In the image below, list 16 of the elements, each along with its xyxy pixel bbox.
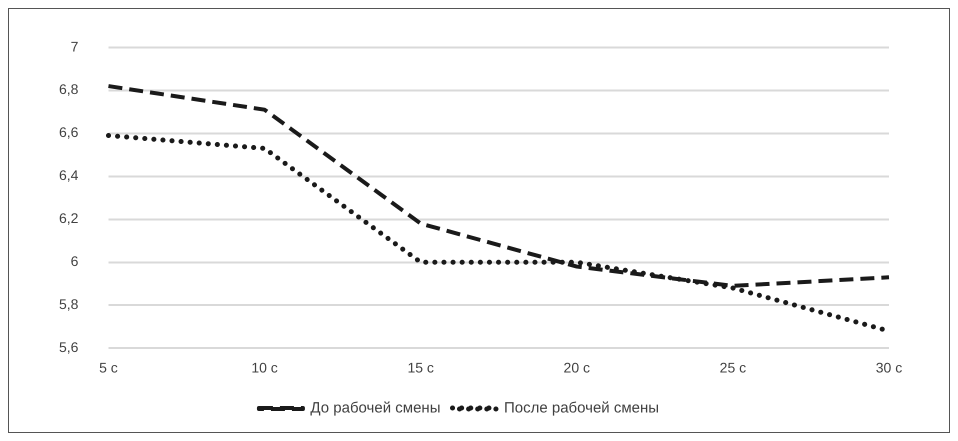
y-tick-label: 6,6 xyxy=(58,124,79,140)
y-tick-label: 5,6 xyxy=(58,339,79,356)
y-tick-label: 6 xyxy=(70,253,79,270)
y-tick-label: 5,8 xyxy=(58,296,79,312)
x-tick-label: 25 с xyxy=(720,359,746,376)
x-tick-label: 10 с xyxy=(251,359,278,376)
legend-label: После рабочей смены xyxy=(504,400,660,417)
y-tick-label: 7 xyxy=(70,38,79,54)
y-tick-label: 6,4 xyxy=(58,167,79,184)
x-tick-label: 20 с xyxy=(564,359,590,376)
x-tick-label: 30 с xyxy=(876,359,902,376)
y-tick-label: 6,2 xyxy=(58,210,79,226)
legend-label: До рабочей смены xyxy=(310,400,440,417)
x-tick-label: 15 с xyxy=(407,359,434,376)
x-tick-label: 5 с xyxy=(99,359,118,376)
y-tick-label: 6,8 xyxy=(58,81,79,98)
